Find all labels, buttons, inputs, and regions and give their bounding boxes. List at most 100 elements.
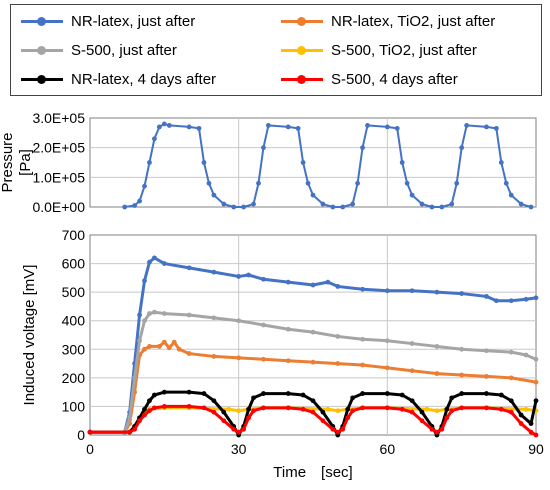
data-point [493, 298, 499, 304]
x-tick-label: 90 [528, 441, 544, 457]
data-point [399, 406, 405, 412]
data-point [518, 421, 524, 426]
data-point [156, 124, 162, 130]
data-point [241, 426, 247, 432]
data-point [459, 346, 465, 352]
data-point [444, 406, 450, 412]
data-point [508, 409, 514, 415]
data-point [156, 344, 162, 349]
plot-area [89, 117, 537, 208]
data-point [285, 405, 291, 411]
data-point [419, 409, 425, 415]
data-point [350, 395, 356, 401]
data-point [161, 311, 167, 316]
data-point [171, 339, 177, 345]
data-point [196, 125, 202, 131]
data-point [152, 309, 157, 315]
data-point [493, 125, 499, 131]
legend-swatch [19, 68, 65, 90]
data-point [147, 344, 152, 349]
series [87, 309, 539, 435]
data-point [236, 408, 242, 414]
data-point [127, 415, 133, 421]
legend-label: S-500, 4 days after [331, 70, 458, 88]
y-tick-label: 0 [77, 427, 85, 443]
data-point [127, 429, 133, 435]
y-tick-label: 600 [62, 256, 86, 272]
data-point [161, 339, 167, 345]
data-point [226, 406, 232, 412]
data-point [503, 180, 509, 186]
data-point [464, 123, 470, 128]
legend-item: NR-latex, just after [19, 10, 195, 32]
data-point [285, 124, 291, 130]
data-point [399, 160, 405, 165]
data-point [147, 259, 152, 265]
data-point [459, 372, 465, 378]
data-point [508, 398, 514, 404]
data-point [147, 160, 152, 165]
data-point [166, 123, 172, 128]
data-point [523, 406, 529, 412]
data-point [231, 426, 237, 432]
legend-swatch [19, 39, 65, 61]
data-point [330, 204, 336, 210]
data-point [137, 418, 142, 424]
data-point [360, 362, 365, 368]
data-point [300, 392, 306, 398]
data-point [236, 318, 242, 324]
legend-item: S-500, TiO2, just after [279, 39, 477, 61]
data-point [419, 418, 425, 424]
data-point [152, 392, 157, 398]
data-point [186, 312, 192, 318]
data-point [132, 426, 138, 432]
data-point [523, 352, 529, 358]
data-point [409, 398, 415, 404]
data-point [498, 406, 504, 412]
data-point [261, 391, 266, 396]
legend-item: S-500, just after [19, 39, 177, 61]
data-point [330, 426, 336, 432]
data-point [132, 375, 138, 381]
data-point [285, 279, 291, 285]
data-point [246, 272, 251, 278]
data-point [300, 406, 306, 412]
data-point [310, 409, 316, 415]
data-point [261, 145, 266, 151]
data-point [508, 298, 514, 304]
data-point [360, 336, 365, 342]
data-point [211, 409, 217, 415]
data-point [266, 123, 271, 128]
data-point [310, 398, 316, 404]
data-point [484, 374, 489, 379]
data-point [325, 279, 331, 285]
data-point [508, 349, 514, 355]
data-point [310, 359, 316, 365]
data-point [152, 405, 157, 411]
data-point [186, 389, 192, 395]
data-point [246, 406, 251, 412]
voltage-chart: 0 100 200 300 400 500 600 700 0 30 60 90 Induced vol… [21, 227, 544, 481]
data-point [261, 405, 266, 411]
data-point [256, 180, 261, 186]
legend-label: NR-latex, just after [71, 12, 196, 30]
data-point [340, 204, 346, 210]
series [122, 121, 534, 210]
data-point [449, 408, 455, 414]
data-point [459, 391, 465, 396]
y-tick-label: 300 [62, 341, 86, 357]
data-point [285, 391, 291, 396]
data-point [142, 318, 147, 324]
data-point [211, 315, 217, 321]
data-point [231, 204, 237, 210]
data-point [201, 405, 207, 411]
data-point [384, 338, 390, 344]
data-point [409, 288, 415, 294]
data-point [449, 395, 455, 401]
data-point [251, 408, 256, 414]
y-tick-label: 2.0E+05 [32, 140, 85, 156]
data-point [251, 201, 256, 207]
data-point [285, 326, 291, 332]
y-tick-label: 0.0E+00 [32, 199, 85, 215]
data-point [142, 183, 147, 189]
